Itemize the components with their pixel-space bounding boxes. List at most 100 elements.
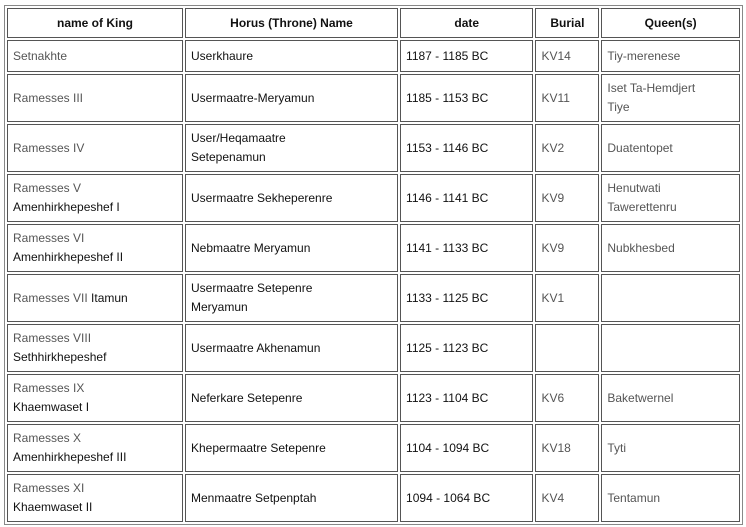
- king-cell: Setnakhte: [7, 40, 183, 72]
- burial-cell: KV1: [535, 274, 600, 322]
- date-cell: 1123 - 1104 BC: [400, 374, 534, 422]
- queen-name: Tentamun: [607, 490, 661, 505]
- horus-name: User/Heqamaatre: [191, 131, 286, 145]
- table-row: Setnakhte Userkhaure 1187 - 1185 BC KV14 Tiy…: [7, 40, 740, 72]
- king-personal-name: Amenhirkhepeshef III: [13, 450, 127, 464]
- king-cell: Ramesses IX Khaemwaset I: [7, 374, 183, 422]
- burial-cell: KV11: [535, 74, 600, 122]
- table-row: Ramesses VIII Sethhirkhepeshef Usermaatre …: [7, 324, 740, 372]
- king-name: Ramesses XI: [13, 481, 85, 495]
- date-cell: 1185 - 1153 BC: [400, 74, 534, 122]
- burial-text: KV4: [541, 490, 565, 505]
- table-row: Ramesses X Amenhirkhepeshef III Khepermaat…: [7, 424, 740, 472]
- horus-cell: Menmaatre Setpenptah: [185, 474, 399, 522]
- king-cell: Ramesses XI Khaemwaset II: [7, 474, 183, 522]
- date-text: 1153 - 1146 BC: [406, 140, 489, 155]
- queens-cell: Tiy-merenese: [601, 40, 740, 72]
- queens-cell: Duatentopet: [601, 124, 740, 172]
- table-row: Ramesses XI Khaemwaset II Menmaatre Setpen…: [7, 474, 740, 522]
- burial-cell: KV2: [535, 124, 600, 172]
- burial-cell: KV6: [535, 374, 600, 422]
- horus-cell: Userkhaure: [185, 40, 399, 72]
- date-text: 1185 - 1153 BC: [406, 90, 489, 105]
- king-cell: Ramesses VIII Sethhirkhepeshef: [7, 324, 183, 372]
- burial-text: KV2: [541, 140, 565, 155]
- horus-cell: Neferkare Setepenre: [185, 374, 399, 422]
- queens-cell: Nubkhesbed: [601, 224, 740, 272]
- king-name: Ramesses V: [13, 181, 82, 195]
- queen-name: Baketwernel: [607, 390, 674, 405]
- king-personal-name: Sethhirkhepeshef: [13, 350, 107, 364]
- table-row: Ramesses IV User/Heqamaatre Setepenamun 115…: [7, 124, 740, 172]
- king-cell: Ramesses X Amenhirkhepeshef III: [7, 424, 183, 472]
- horus-name: Nebmaatre Meryamun: [191, 240, 311, 255]
- king-name: Ramesses X: [13, 431, 82, 445]
- date-text: 1123 - 1104 BC: [406, 390, 489, 405]
- king-name: Ramesses IX: [13, 381, 85, 395]
- horus-cell: Usermaatre Sekheperenre: [185, 174, 399, 222]
- table-row: Ramesses V Amenhirkhepeshef I Usermaatre S…: [7, 174, 740, 222]
- burial-cell: KV18: [535, 424, 600, 472]
- header-king: name of King: [7, 8, 183, 38]
- king-personal-name: Khaemwaset II: [13, 500, 93, 514]
- horus-cell: Nebmaatre Meryamun: [185, 224, 399, 272]
- horus-name: Neferkare Setepenre: [191, 390, 303, 405]
- table-row: Ramesses VII Itamun Usermaatre Setepenre M…: [7, 274, 740, 322]
- queen-name: Tyti: [607, 440, 627, 455]
- horus-name: Meryamun: [191, 300, 248, 314]
- king-name: Ramesses VIII: [13, 331, 92, 345]
- date-text: 1187 - 1185 BC: [406, 48, 489, 63]
- queens-cell: Tentamun: [601, 474, 740, 522]
- king-name: Setnakhte: [13, 48, 68, 63]
- burial-cell: KV9: [535, 224, 600, 272]
- burial-text: KV14: [541, 48, 571, 63]
- table-row: Ramesses VI Amenhirkhepeshef II Nebmaatre …: [7, 224, 740, 272]
- burial-text: KV9: [541, 240, 565, 255]
- horus-name: Userkhaure: [191, 48, 254, 63]
- king-name: Ramesses VI: [13, 231, 85, 245]
- queen-name: Tawerettenru: [607, 200, 677, 214]
- king-personal-name: Itamun: [91, 290, 128, 305]
- horus-name: Usermaatre Setepenre: [191, 281, 313, 295]
- burial-cell: [535, 324, 600, 372]
- horus-cell: Usermaatre Akhenamun: [185, 324, 399, 372]
- horus-name: Usermaatre-Meryamun: [191, 90, 315, 105]
- burial-text: KV9: [541, 190, 565, 205]
- horus-name: Usermaatre Sekheperenre: [191, 190, 333, 205]
- king-name: Ramesses III: [13, 90, 84, 105]
- date-cell: 1146 - 1141 BC: [400, 174, 534, 222]
- horus-name: Khepermaatre Setepenre: [191, 440, 326, 455]
- horus-cell: Khepermaatre Setepenre: [185, 424, 399, 472]
- table-row: Ramesses III Usermaatre-Meryamun 1185 - 11…: [7, 74, 740, 122]
- date-cell: 1153 - 1146 BC: [400, 124, 534, 172]
- header-horus: Horus (Throne) Name: [185, 8, 399, 38]
- king-cell: Ramesses V Amenhirkhepeshef I: [7, 174, 183, 222]
- date-cell: 1133 - 1125 BC: [400, 274, 534, 322]
- burial-text: KV11: [541, 90, 570, 105]
- horus-cell: User/Heqamaatre Setepenamun: [185, 124, 399, 172]
- king-cell: Ramesses VII Itamun: [7, 274, 183, 322]
- queens-cell: Henutwati Tawerettenru: [601, 174, 740, 222]
- burial-text: KV1: [541, 290, 565, 305]
- queens-cell: [601, 274, 740, 322]
- date-text: 1141 - 1133 BC: [406, 240, 489, 255]
- burial-text: KV18: [541, 440, 571, 455]
- table-row: Ramesses IX Khaemwaset I Neferkare Setepen…: [7, 374, 740, 422]
- header-row: name of King Horus (Throne) Name date Bu…: [7, 8, 740, 38]
- date-text: 1125 - 1123 BC: [406, 340, 489, 355]
- date-text: 1104 - 1094 BC: [406, 440, 490, 455]
- queens-cell: Iset Ta-Hemdjert Tiye: [601, 74, 740, 122]
- king-cell: Ramesses IV: [7, 124, 183, 172]
- header-date: date: [400, 8, 534, 38]
- queen-name: Nubkhesbed: [607, 240, 675, 255]
- burial-cell: KV14: [535, 40, 600, 72]
- king-personal-name: Amenhirkhepeshef I: [13, 200, 120, 214]
- horus-name: Menmaatre Setpenptah: [191, 490, 317, 505]
- horus-name: Setepenamun: [191, 150, 266, 164]
- king-name: Ramesses VII: [13, 290, 88, 305]
- queens-cell: [601, 324, 740, 372]
- king-cell: Ramesses VI Amenhirkhepeshef II: [7, 224, 183, 272]
- kings-table: name of King Horus (Throne) Name date Bu…: [4, 5, 743, 525]
- king-personal-name: Amenhirkhepeshef II: [13, 250, 124, 264]
- queens-cell: Tyti: [601, 424, 740, 472]
